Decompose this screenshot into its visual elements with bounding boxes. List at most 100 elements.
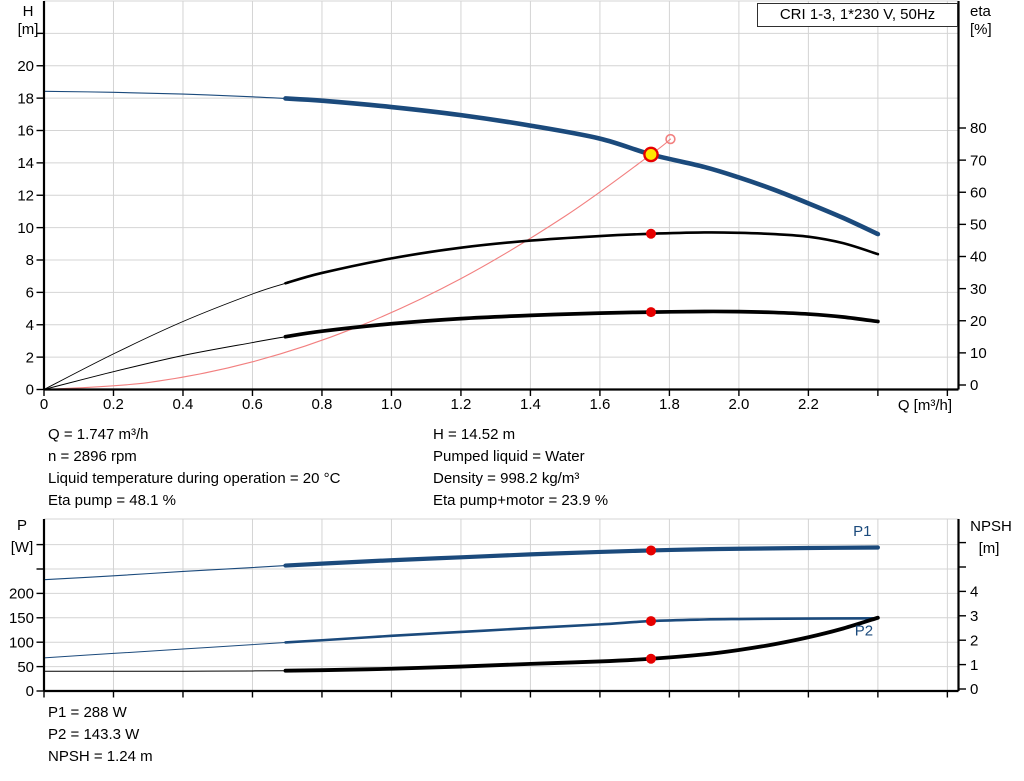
- info-eta-pump-motor: Eta pump+motor = 23.9 %: [433, 492, 609, 509]
- npsh-operating-dot: [645, 653, 656, 664]
- left-axis-tick-label: 0: [26, 683, 34, 700]
- left-axis-tick-label: 18: [17, 90, 34, 107]
- right-axis-tick-label: 3: [970, 608, 978, 625]
- efficiency-pump-curve-thick-segment: [284, 231, 880, 285]
- right-axis-tick-label: 2: [970, 632, 978, 649]
- pump-type-title: CRI 1-3, 1*230 V, 50Hz: [779, 6, 936, 23]
- npsh-curve-thin-segment: [43, 670, 286, 672]
- p1-curve-thin-segment: [43, 565, 287, 581]
- left-axis-tick-label: 12: [17, 187, 34, 204]
- eta-pump-motor-operating-dot: [645, 307, 656, 318]
- x-axis-tick-label: 2.2: [798, 396, 819, 413]
- right-axis-tick-label: 40: [970, 249, 987, 266]
- right-axis-tick-label: 60: [970, 184, 987, 201]
- system-curve: [43, 138, 672, 391]
- right-axis-tick-label: 10: [970, 345, 987, 362]
- info-liquid-temperature: Liquid temperature during operation = 20…: [48, 470, 341, 487]
- tick-marks: [36, 541, 966, 698]
- right-axis-unit: [m]: [979, 540, 1000, 557]
- x-axis-tick-label: 1.6: [589, 396, 610, 413]
- npsh-curve: [43, 615, 880, 673]
- info-density-value: Density = 998.2 kg/m³: [433, 470, 580, 487]
- left-axis-tick-label: 2: [26, 349, 34, 366]
- right-axis-tick-label: 70: [970, 152, 987, 169]
- left-axis-tick-label: 200: [9, 586, 34, 603]
- chart-title-box: CRI 1-3, 1*230 V, 50Hz: [757, 3, 958, 27]
- duty-info-left-column: Q = 1.747 m³/h n = 2896 rpm Liquid tempe…: [48, 424, 340, 512]
- pump-head-curve-thick-segment: [283, 96, 881, 237]
- right-axis-title: eta: [970, 3, 992, 20]
- x-axis-tick-label: 0.6: [242, 396, 263, 413]
- left-axis-tick-label: 150: [9, 610, 34, 627]
- info-flow-value: Q = 1.747 m³/h: [48, 426, 149, 443]
- power-npsh-chart: 0 50 100 150 200 0 1 2 3 4 P [W] NPSH [m] P1 P2: [9, 517, 1012, 700]
- x-axis-tick-label: 0.8: [312, 396, 333, 413]
- x-axis-tick-label: 1.0: [381, 396, 402, 413]
- curve-label-p1: P1: [853, 523, 871, 540]
- left-axis-title: P: [17, 517, 27, 534]
- left-axis-tick-label: 20: [17, 58, 34, 75]
- npsh-curve-thick-segment: [283, 615, 880, 673]
- p1-curve: [43, 545, 880, 581]
- rated-duty-marker: [665, 133, 676, 145]
- info-speed-value: n = 2896 rpm: [48, 448, 137, 465]
- efficiency-pump-motor-curve-thin-segment: [43, 336, 286, 390]
- right-axis-tick-label: 0: [970, 681, 978, 698]
- efficiency-pump-motor-curve-thick-segment: [283, 309, 880, 339]
- left-axis-unit: [m]: [18, 21, 39, 38]
- right-axis-tick-label: 20: [970, 313, 987, 330]
- left-axis-tick-label: 14: [17, 155, 34, 172]
- x-axis-tick-label: 0.4: [173, 396, 194, 413]
- info-pumped-liquid: Pumped liquid = Water: [433, 448, 585, 465]
- efficiency-pump-curve-thin-segment: [43, 282, 286, 390]
- x-axis-tick-label: 1.8: [659, 396, 680, 413]
- left-axis-tick-label: 8: [26, 252, 34, 269]
- pump-head-curve-thin-segment: [43, 90, 287, 99]
- efficiency-pump-motor-curve: [43, 309, 880, 390]
- info-eta-pump: Eta pump = 48.1 %: [48, 492, 176, 509]
- left-axis-tick-label: 16: [17, 123, 34, 140]
- info-npsh-value: NPSH = 1.24 m: [48, 748, 153, 765]
- right-axis-tick-label: 1: [970, 657, 978, 674]
- left-axis-tick-label: 100: [9, 634, 34, 651]
- left-axis-tick-label: 10: [17, 220, 34, 237]
- head-flow-chart: 0 2 4 6 8 10 12 14 16 18 20 0 10 20 30 40 50 60 70 80 0 0.2 0.…: [17, 0, 992, 414]
- right-axis-title: NPSH: [970, 518, 1012, 535]
- right-axis-tick-label: 4: [970, 584, 978, 601]
- left-axis-tick-label: 0: [26, 382, 34, 399]
- p2-curve-thick-segment: [284, 616, 880, 644]
- efficiency-pump-curve: [43, 231, 880, 390]
- p2-curve: [43, 616, 880, 659]
- left-axis-tick-label: 4: [26, 317, 34, 334]
- p1-curve-thick-segment: [283, 545, 880, 568]
- x-axis-tick-label: 1.4: [520, 396, 541, 413]
- left-axis-unit: [W]: [11, 539, 34, 556]
- tick-labels: 0 2 4 6 8 10 12 14 16 18 20 0 10 20 30 40 50 60 70 80 0 0.2 0.…: [17, 58, 986, 413]
- eta-pump-operating-dot: [645, 228, 656, 239]
- tick-labels: 0 50 100 150 200 0 1 2 3 4: [9, 584, 978, 701]
- curve-label-p2: P2: [855, 622, 873, 639]
- right-axis-tick-label: 0: [970, 377, 978, 394]
- tick-marks: [36, 32, 966, 396]
- duty-point-markers: [645, 545, 656, 664]
- p1-operating-dot: [645, 545, 656, 556]
- right-axis-tick-label: 50: [970, 217, 987, 234]
- duty-point-markers: [643, 133, 676, 318]
- x-axis-tick-label: 1.2: [451, 396, 472, 413]
- gridlines: [44, 0, 959, 390]
- left-axis-tick-label: 6: [26, 285, 34, 302]
- left-axis-title: H: [23, 3, 34, 20]
- power-info-block: P1 = 288 W P2 = 143.3 W NPSH = 1.24 m: [48, 702, 153, 768]
- axis-titles: P [W] NPSH [m]: [11, 517, 1012, 557]
- info-p2-value: P2 = 143.3 W: [48, 726, 140, 743]
- axis-titles: H[m] eta[%] Q [m³/h]: [18, 3, 992, 414]
- duty-point-marker: [643, 146, 659, 163]
- x-axis-tick-label: 0: [40, 396, 48, 413]
- right-axis-unit: [%]: [970, 21, 992, 38]
- info-head-value: H = 14.52 m: [433, 426, 516, 443]
- x-axis-title: Q [m³/h]: [898, 397, 952, 414]
- system-curve-line: [43, 138, 672, 391]
- info-p1-value: P1 = 288 W: [48, 704, 127, 721]
